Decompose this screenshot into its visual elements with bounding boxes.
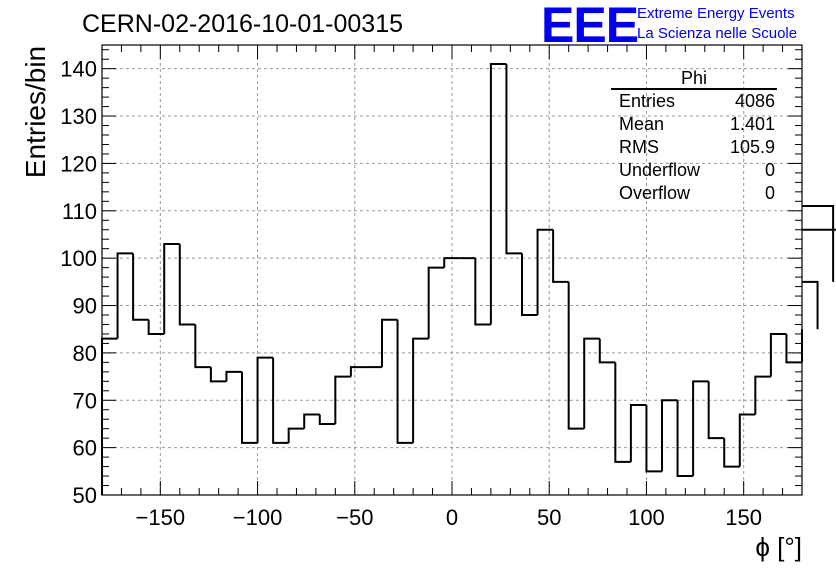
histogram-bin <box>754 375 771 415</box>
histogram-bin <box>349 366 367 377</box>
histogram-bin <box>241 371 258 444</box>
stats-row-underflow: Underflow 0 <box>611 159 777 182</box>
histogram-bin <box>443 257 460 268</box>
x-tick-label: 50 <box>537 505 561 530</box>
stats-row-mean: Mean 1.401 <box>611 113 777 136</box>
x-tick-label: 0 <box>446 505 458 530</box>
histogram-bin <box>287 427 305 443</box>
histogram-bin <box>769 332 787 377</box>
histogram-bin <box>536 228 554 315</box>
histogram-bin <box>614 362 631 463</box>
histogram-bin <box>318 414 336 425</box>
histogram-bin <box>256 356 274 443</box>
stats-row-rms: RMS 105.9 <box>611 136 777 159</box>
stats-row-overflow: Overflow 0 <box>611 182 777 205</box>
y-tick-label: 70 <box>73 388 97 413</box>
stats-label: Overflow <box>619 183 691 203</box>
x-tick-label: 150 <box>725 505 762 530</box>
histogram-bin <box>707 381 725 440</box>
histogram-bin <box>474 258 491 326</box>
stats-label: RMS <box>619 137 659 157</box>
histogram-bin <box>334 375 351 424</box>
eee-logo-text: Extreme Energy Events La Scienza nelle S… <box>637 4 797 44</box>
stats-value: 1.401 <box>729 114 775 134</box>
histogram-bin <box>802 280 819 330</box>
histogram-bin <box>381 318 398 368</box>
histogram-bin <box>209 367 227 383</box>
histogram-bin <box>738 413 756 467</box>
histogram-bin <box>692 380 709 477</box>
histogram-bin <box>272 357 289 444</box>
histogram-bin <box>802 205 835 282</box>
histogram-bin <box>676 400 694 478</box>
histogram-bin <box>645 405 662 473</box>
stats-row-entries: Entries 4086 <box>611 90 777 113</box>
y-tick-label: 50 <box>73 483 97 508</box>
y-tick-label: 100 <box>60 246 97 271</box>
histogram-bin <box>178 243 196 326</box>
histogram-bin <box>723 438 740 468</box>
histogram-bin <box>598 338 616 364</box>
histogram-bin <box>116 252 134 339</box>
histogram-bin <box>147 319 165 335</box>
histogram-bin <box>396 319 414 444</box>
histogram-bin <box>552 229 569 283</box>
eee-logo-line2: La Scienza nelle Scuole <box>637 25 798 42</box>
eee-logo: EEE <box>541 0 639 53</box>
y-tick-label: 60 <box>73 436 97 461</box>
histogram-bin <box>427 266 445 339</box>
histogram-bin <box>629 404 647 462</box>
y-tick-label: 130 <box>60 104 97 129</box>
stats-label: Underflow <box>619 160 701 180</box>
y-tick-label: 110 <box>62 199 97 224</box>
eee-logo-line1: Extreme Energy Events <box>637 5 795 22</box>
histogram-bin <box>303 413 320 429</box>
x-tick-label: −150 <box>136 505 186 530</box>
histogram-bin <box>567 281 585 430</box>
x-tick-label: 100 <box>628 505 665 530</box>
y-tick-label: 140 <box>60 57 97 82</box>
x-axis-label: ϕ [°] <box>755 532 802 562</box>
x-tick-label: −100 <box>233 505 283 530</box>
histogram-bin <box>785 333 802 364</box>
histogram-bin <box>163 242 180 334</box>
histogram-bin <box>194 324 211 369</box>
x-tick-label: −50 <box>336 505 373 530</box>
y-axis-label: Entries/bin <box>20 45 51 179</box>
histogram-bin <box>412 337 429 443</box>
y-tick-label: 80 <box>73 341 97 366</box>
stats-box: Phi Entries 4086 Mean 1.401 RMS 105.9 Un… <box>611 66 777 205</box>
stats-label: Entries <box>619 91 676 111</box>
histogram-bin <box>661 399 678 472</box>
histogram-bin <box>583 337 600 429</box>
stats-value: 0 <box>764 183 775 203</box>
y-tick-label: 90 <box>73 294 97 319</box>
stats-value: 0 <box>764 160 775 180</box>
histogram-bin <box>521 253 538 316</box>
chart-title: CERN-02-2016-10-01-00315 <box>82 10 404 38</box>
histogram-bin <box>802 228 836 231</box>
histogram-bin <box>489 62 507 325</box>
histogram-bin <box>505 63 522 255</box>
y-tick-label: 120 <box>60 151 97 176</box>
stats-label: Mean <box>619 114 665 134</box>
histogram-bin <box>225 370 242 382</box>
histogram-bin <box>132 253 149 321</box>
stats-value: 105.9 <box>729 137 775 157</box>
stats-box-title: Phi <box>611 66 777 90</box>
stats-value: 4086 <box>734 91 775 111</box>
